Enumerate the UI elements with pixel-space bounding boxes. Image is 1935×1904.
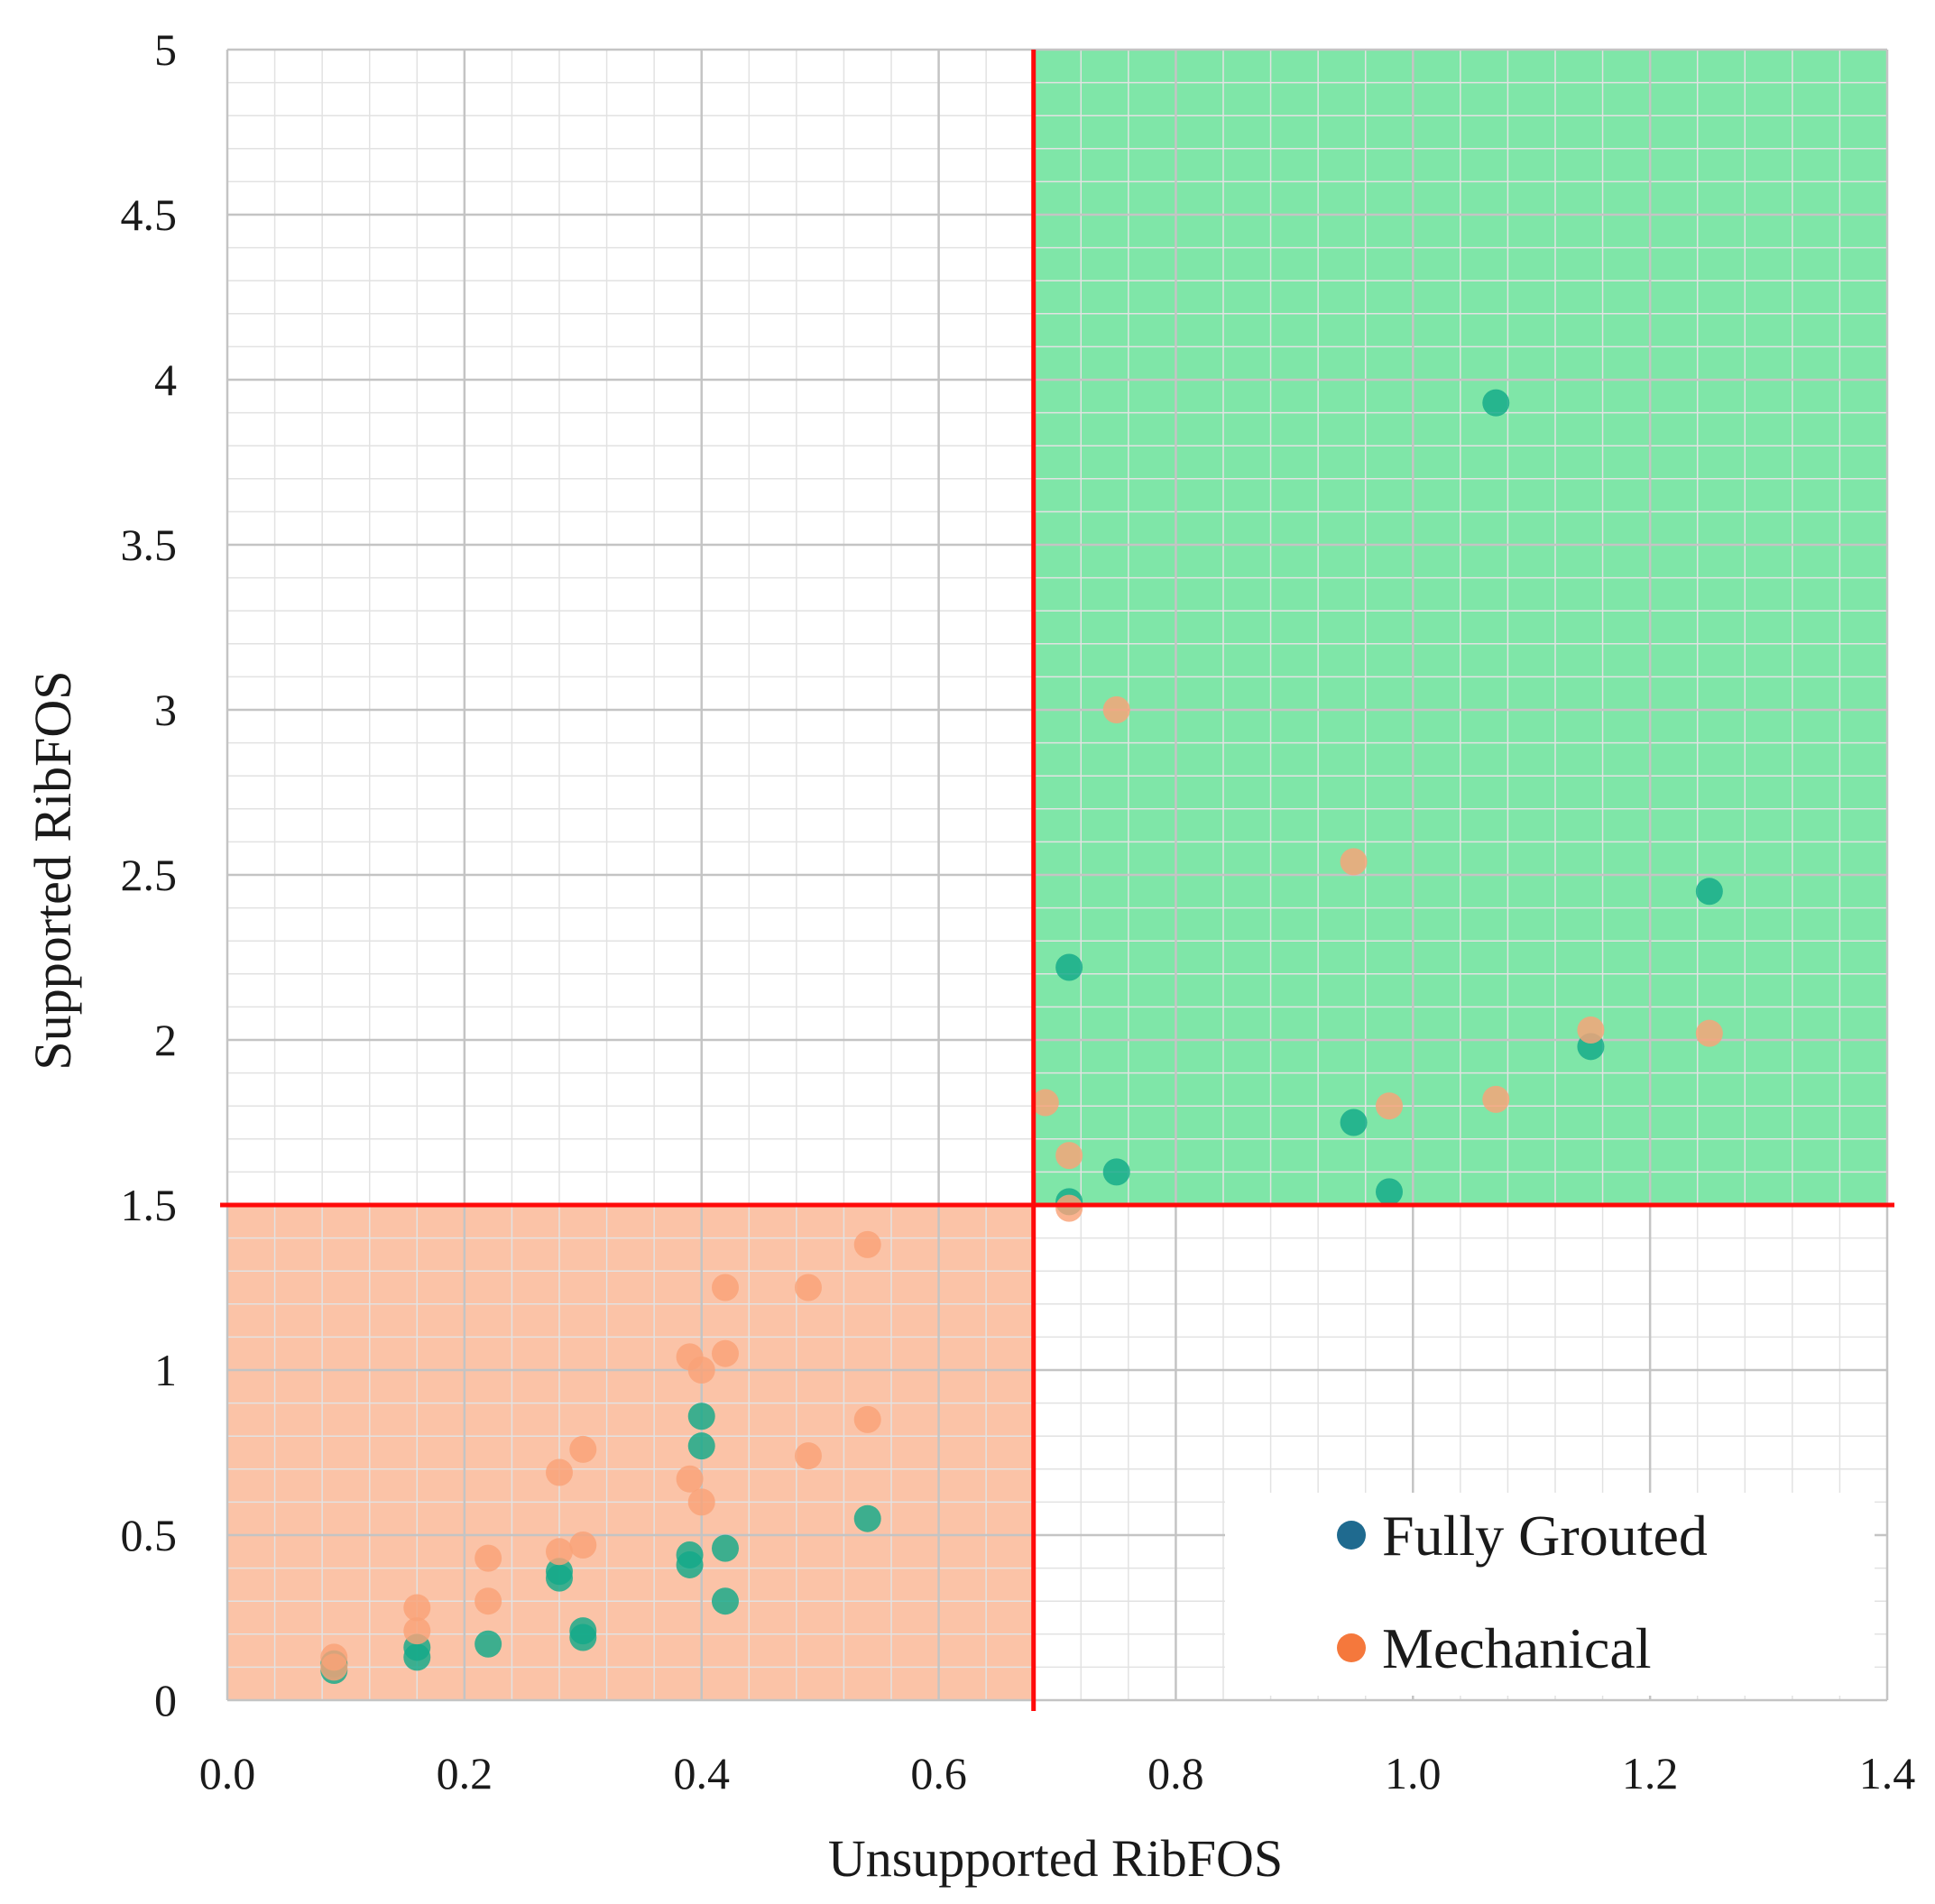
data-point-fully-grouted: [1376, 1178, 1403, 1206]
legend-box: [1225, 1493, 1875, 1696]
data-point-mechanical: [1055, 1194, 1083, 1222]
y-tick-label: 2.5: [121, 850, 178, 900]
y-tick-label: 2: [154, 1015, 177, 1065]
data-point-mechanical: [475, 1544, 502, 1572]
legend-marker-fully-grouted: [1337, 1521, 1366, 1550]
data-point-mechanical: [403, 1617, 431, 1645]
data-point-mechanical: [403, 1594, 431, 1622]
data-point-mechanical: [1055, 1142, 1083, 1170]
data-point-fully-grouted: [475, 1630, 502, 1658]
data-point-mechanical: [1376, 1092, 1403, 1120]
x-tick-label: 0.2: [437, 1748, 493, 1798]
x-tick-label: 0.8: [1147, 1748, 1204, 1798]
y-tick-label: 0.5: [121, 1510, 178, 1560]
data-point-mechanical: [546, 1538, 573, 1566]
x-tick-label: 1.0: [1385, 1748, 1442, 1798]
tick-labels: 0.0 0.2 0.4 0.6 0.8 1.0 1.2 1.4 0 0.5 1 1.5 2 2.5 3 3.5…: [121, 24, 1916, 1798]
data-point-mechanical: [687, 1488, 715, 1516]
data-point-mechanical: [1031, 1089, 1059, 1117]
data-point-fully-grouted: [1340, 1108, 1368, 1136]
data-point-fully-grouted: [676, 1550, 704, 1578]
data-points-layer: [320, 389, 1723, 1685]
x-tick-label: 1.4: [1859, 1748, 1916, 1798]
data-point-fully-grouted: [569, 1623, 597, 1651]
data-point-fully-grouted: [1482, 389, 1510, 417]
data-point-fully-grouted: [546, 1564, 573, 1592]
y-tick-label: 4: [154, 354, 177, 405]
data-point-mechanical: [320, 1653, 348, 1681]
data-point-fully-grouted: [1102, 1158, 1130, 1186]
data-point-mechanical: [569, 1435, 597, 1463]
data-point-mechanical: [1577, 1016, 1605, 1044]
data-point-mechanical: [676, 1465, 704, 1493]
data-point-mechanical: [853, 1405, 881, 1433]
data-point-fully-grouted: [712, 1534, 739, 1562]
y-tick-label: 4.5: [121, 189, 178, 240]
failure-zone: [227, 1205, 1034, 1700]
data-point-mechanical: [1102, 696, 1130, 723]
data-point-mechanical: [546, 1458, 573, 1486]
data-point-mechanical: [712, 1339, 739, 1367]
data-point-fully-grouted: [403, 1643, 431, 1671]
data-point-mechanical: [687, 1357, 715, 1384]
x-tick-label: 0.6: [910, 1748, 967, 1798]
data-point-mechanical: [569, 1531, 597, 1559]
x-tick-label: 0.4: [673, 1748, 730, 1798]
data-point-mechanical: [712, 1274, 739, 1302]
data-point-mechanical: [795, 1442, 822, 1470]
y-tick-label: 3: [154, 685, 177, 735]
data-point-mechanical: [1340, 848, 1368, 876]
major-grid: [226, 48, 1889, 1702]
data-point-fully-grouted: [687, 1403, 715, 1430]
x-tick-label: 0.0: [199, 1748, 256, 1798]
data-point-fully-grouted: [853, 1504, 881, 1532]
threshold-lines: [220, 50, 1894, 1711]
y-tick-label: 5: [154, 24, 177, 75]
legend-label-mechanical: Mechanical: [1382, 1616, 1652, 1680]
y-tick-label: 1: [154, 1345, 177, 1395]
data-point-mechanical: [1482, 1085, 1510, 1113]
y-axis-title: Supported RibFOS: [23, 670, 82, 1070]
legend: Fully Grouted Mechanical: [1225, 1493, 1875, 1696]
y-tick-label: 3.5: [121, 520, 178, 570]
data-point-mechanical: [795, 1274, 822, 1302]
data-point-fully-grouted: [687, 1432, 715, 1460]
legend-label-fully-grouted: Fully Grouted: [1382, 1504, 1708, 1568]
y-tick-label: 0: [154, 1675, 177, 1725]
data-point-fully-grouted: [712, 1587, 739, 1615]
y-tick-label: 1.5: [121, 1180, 178, 1230]
x-axis-title: Unsupported RibFOS: [828, 1829, 1283, 1888]
data-point-fully-grouted: [1055, 953, 1083, 981]
data-point-mechanical: [853, 1230, 881, 1258]
data-point-mechanical: [1695, 1019, 1723, 1047]
legend-marker-mechanical: [1337, 1633, 1366, 1662]
data-point-mechanical: [475, 1587, 502, 1615]
x-tick-label: 1.2: [1622, 1748, 1679, 1798]
data-point-fully-grouted: [1695, 878, 1723, 906]
